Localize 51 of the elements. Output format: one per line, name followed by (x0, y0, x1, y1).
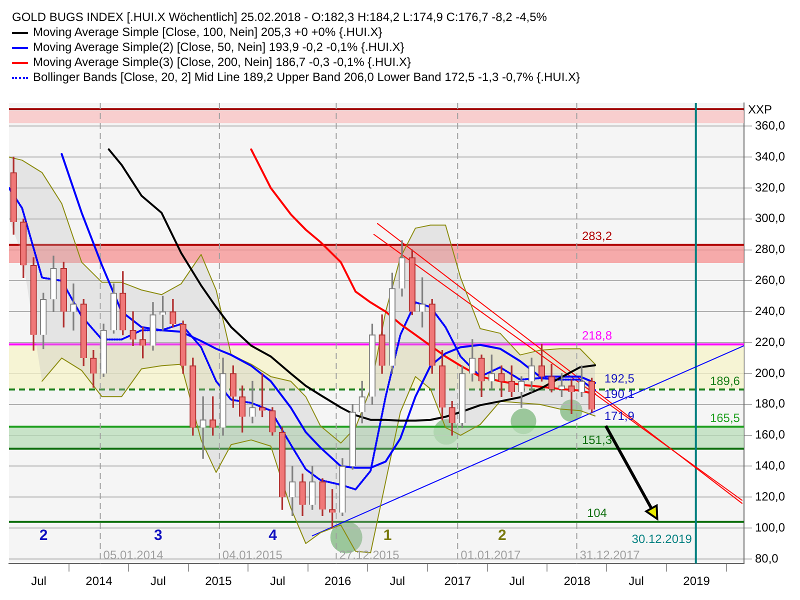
x-tick-label: 2017 (444, 574, 472, 588)
legend-label: Moving Average Simple(3) [Close, 200, Nein] 186,7 -0,3 -0,1% {.HUI.X} (33, 55, 411, 70)
ref-line-label: 30.12.2019 (632, 532, 692, 546)
y-tick-label: 180,0 (754, 396, 786, 411)
ref-line-label: 283,2 (582, 229, 612, 244)
x-tick-label: 2016 (324, 574, 352, 588)
ref-line-label: 218,8 (582, 328, 612, 343)
x-tick-label: 2015 (205, 574, 232, 588)
x-tick-label: 2018 (564, 574, 591, 588)
x-tick-label: Jul (390, 574, 406, 588)
ref-line-label: 01.01.2017 (460, 548, 522, 562)
ref-line-label: 104 (586, 506, 608, 520)
x-tick-label: 2019 (683, 574, 710, 588)
ref-line-label: 151,3 (582, 433, 612, 448)
ref-line-label: 165,5 (710, 411, 740, 426)
chart-title: GOLD BUGS INDEX [.HUI.X Wöchentlich] 25.02.2018 - O:182,3 H:184,2 L:174,9 C:176,7 -8,2 -4,5% (12, 10, 547, 25)
annotation: 192,5 (604, 371, 635, 386)
y-tick-label: 240,0 (754, 304, 786, 318)
annotation: 190,1 (604, 387, 635, 402)
y-tick-label: 80,0 (754, 551, 779, 566)
annotation: 3 (154, 527, 162, 544)
y-tick-label: 360,0 (754, 118, 786, 132)
x-tick-label: Jul (509, 574, 525, 588)
x-tick-label: Jul (150, 574, 166, 588)
y-tick-label: 340,0 (754, 149, 786, 164)
ref-line-label: 189,6 (710, 374, 740, 388)
y-tick-label: 280,0 (754, 242, 786, 256)
x-tick-label: Jul (270, 574, 286, 588)
y-tick-label: 200,0 (754, 366, 786, 380)
y-tick-label: 140,0 (754, 458, 786, 473)
ref-line-label: 05.01.2014 (103, 548, 164, 562)
annotation: 2 (498, 527, 506, 544)
y-tick-label: 160,0 (754, 428, 786, 442)
y-tick-label: 320,0 (754, 180, 786, 194)
annotation: 2 (39, 527, 48, 544)
y-tick-label: 300,0 (754, 211, 786, 226)
x-tick-label: Jul (628, 574, 644, 588)
y-tick-label: 100,0 (754, 520, 786, 534)
ref-line-label: 04.01.2015 (222, 548, 283, 562)
ref-line-label: 31.12.2017 (580, 548, 640, 562)
x-tick-label: 2014 (86, 574, 113, 588)
y-tick-label: 260,0 (754, 273, 786, 288)
annotation: 4 (268, 527, 278, 544)
y-tick-label: 220,0 (754, 334, 786, 349)
y-tick-label: 120,0 (754, 489, 786, 504)
annotation: 1 (383, 527, 392, 544)
x-tick-label: Jul (31, 574, 46, 588)
legend-label: Bollinger Bands [Close, 20, 2] Mid Line 189,2 Upper Band 206,0 Lower Band 172,5 -1,3 -0,7% {.HUI.X} (33, 70, 580, 85)
y-axis-title: XXP (748, 102, 772, 116)
legend-label: Moving Average Simple(2) [Close, 50, Nein] 193,9 -0,2 -0,1% {.HUI.X} (33, 40, 404, 55)
legend-label: Moving Average Simple [Close, 100, Nein] 205,3 +0 +0% {.HUI.X} (33, 25, 382, 40)
